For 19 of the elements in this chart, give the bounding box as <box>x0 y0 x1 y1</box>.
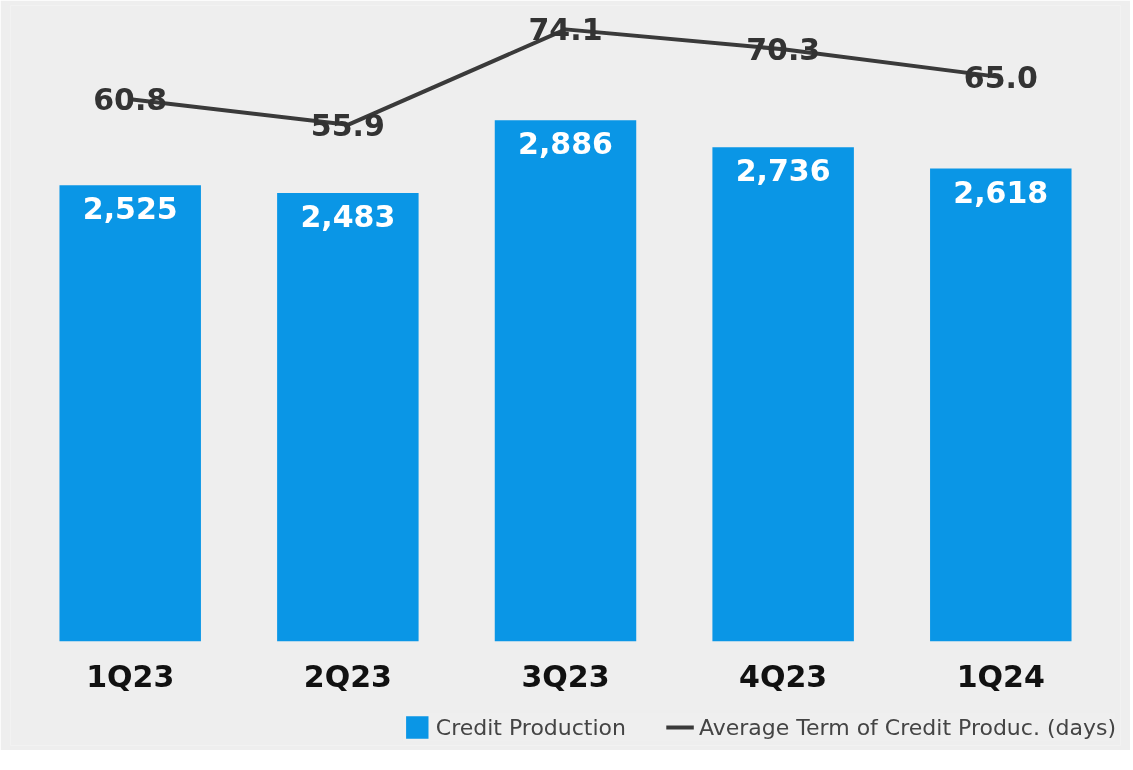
x-tick-label: 1Q23 <box>86 659 175 695</box>
data-label: 60.8 <box>93 82 168 118</box>
data-label: 65.0 <box>963 60 1038 96</box>
x-tick-label: 4Q23 <box>739 659 828 695</box>
data-label: 2,525 <box>82 191 178 227</box>
x-tick-label: 1Q24 <box>956 659 1045 695</box>
x-tick-label: 3Q23 <box>521 659 610 695</box>
bar <box>494 120 637 642</box>
bar <box>277 192 419 642</box>
bar <box>59 185 201 642</box>
legend-label: Credit Production <box>435 714 626 740</box>
data-label: 2,886 <box>518 126 613 162</box>
legend-label: Average Term of Credit Produc. (days) <box>699 714 1116 740</box>
data-label: 2,483 <box>300 198 396 234</box>
data-label: 2,736 <box>735 153 831 189</box>
data-label: 2,618 <box>953 174 1049 210</box>
bar <box>930 168 1072 642</box>
bar <box>712 147 854 642</box>
x-tick-label: 2Q23 <box>303 659 392 695</box>
